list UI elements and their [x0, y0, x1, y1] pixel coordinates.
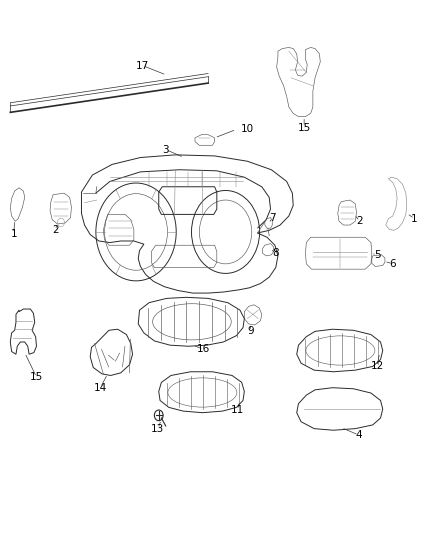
Text: 1: 1 [411, 214, 418, 224]
Text: 8: 8 [272, 248, 279, 258]
Text: 2: 2 [356, 216, 363, 227]
Text: 9: 9 [247, 326, 254, 336]
Text: 3: 3 [162, 144, 169, 155]
Text: 15: 15 [30, 372, 43, 382]
Text: 5: 5 [374, 250, 380, 260]
Text: 4: 4 [355, 430, 362, 440]
Text: 17: 17 [136, 61, 149, 70]
Text: 7: 7 [269, 213, 276, 223]
Text: 1: 1 [11, 229, 17, 239]
Text: 14: 14 [94, 383, 107, 393]
Text: 6: 6 [389, 259, 396, 269]
Text: 10: 10 [241, 124, 254, 134]
Text: 2: 2 [52, 225, 59, 236]
Text: 16: 16 [197, 344, 210, 354]
Text: 15: 15 [297, 123, 311, 133]
Text: 11: 11 [231, 405, 244, 415]
Text: 13: 13 [151, 424, 165, 434]
Text: 12: 12 [371, 361, 384, 372]
